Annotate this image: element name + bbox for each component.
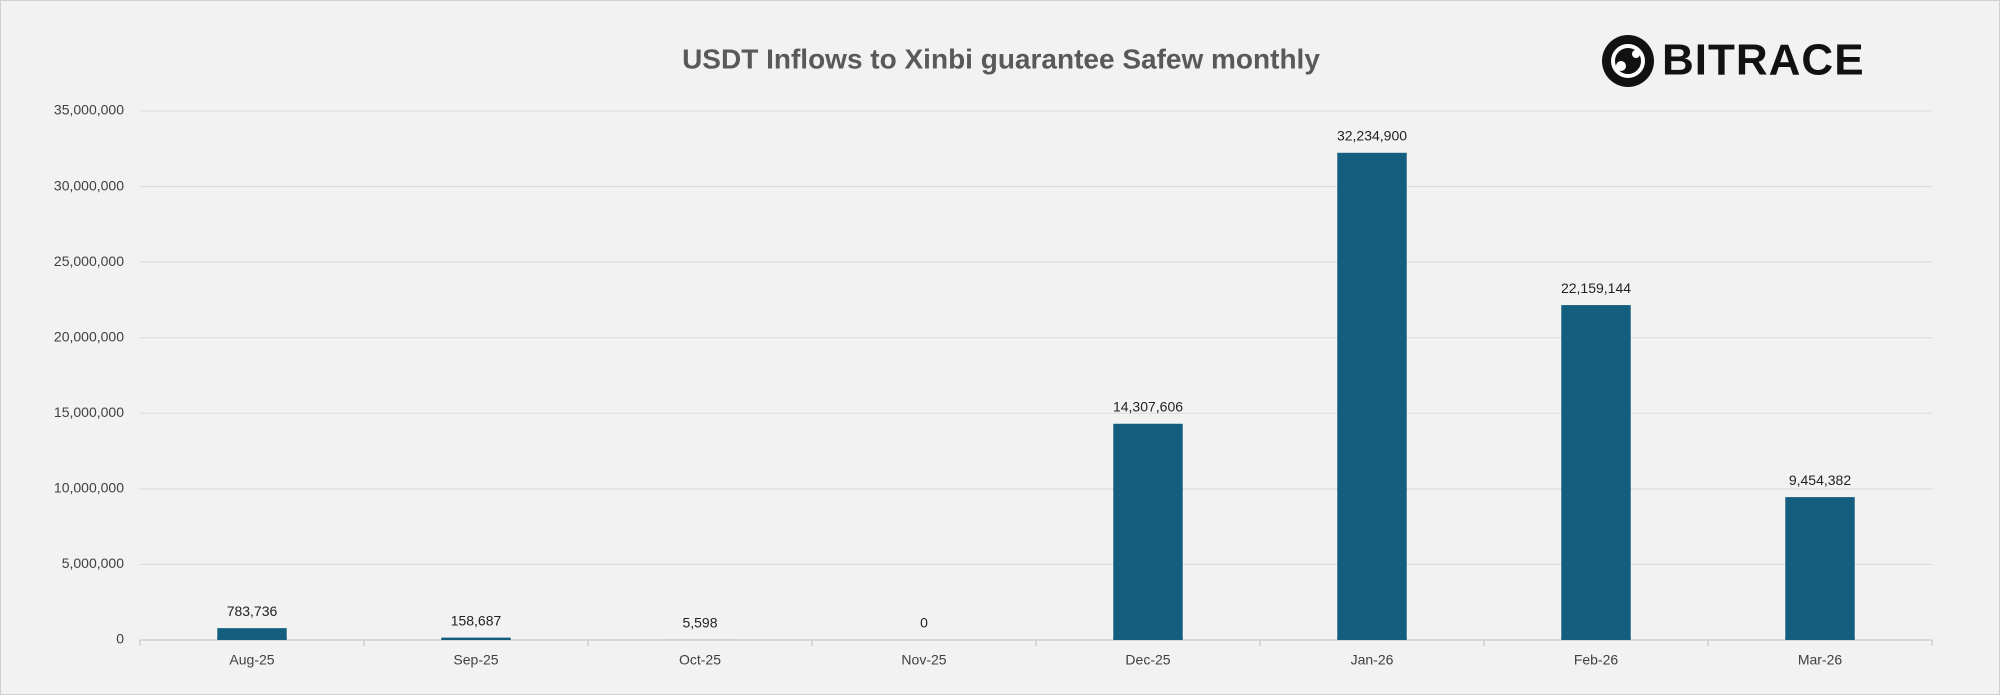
logo-icon-dot [1632,50,1640,58]
y-tick-label: 5,000,000 [62,555,124,571]
bar [441,637,511,640]
logo-text: BITRACE [1662,36,1865,85]
x-tick-label: Jan-26 [1351,652,1394,668]
x-tick-label: Aug-25 [229,652,274,668]
data-label: 9,454,382 [1789,472,1851,488]
y-tick-label: 25,000,000 [54,253,124,269]
bar [1337,152,1407,640]
y-tick-label: 30,000,000 [54,177,124,193]
bar [1561,305,1631,640]
logo-icon-dot [1616,61,1626,71]
x-tick-label: Nov-25 [901,652,946,668]
x-tick-label: Dec-25 [1125,652,1170,668]
data-label: 5,598 [682,615,717,631]
data-label: 158,687 [451,612,502,628]
x-tick-label: Mar-26 [1798,652,1843,668]
logo-icon [1602,35,1654,87]
y-tick-label: 0 [116,631,124,647]
data-label: 783,736 [227,603,278,619]
x-tick-label: Feb-26 [1574,652,1619,668]
y-tick-label: 15,000,000 [54,404,124,420]
bar [1113,423,1183,640]
logo-icon-ring [1611,44,1645,78]
bar [217,628,287,640]
y-tick-label: 10,000,000 [54,480,124,496]
data-label: 14,307,606 [1113,398,1183,414]
data-label: 32,234,900 [1337,127,1407,143]
data-label: 0 [920,615,928,631]
logo: BITRACE [1602,35,1865,87]
y-tick-label: 20,000,000 [54,328,124,344]
y-tick-label: 35,000,000 [54,102,124,118]
x-tick-label: Sep-25 [453,652,498,668]
chart-title: USDT Inflows to Xinbi guarantee Safew mo… [682,43,1320,74]
x-tick-label: Oct-25 [679,652,721,668]
bar [1785,497,1855,640]
data-label: 22,159,144 [1561,280,1631,296]
